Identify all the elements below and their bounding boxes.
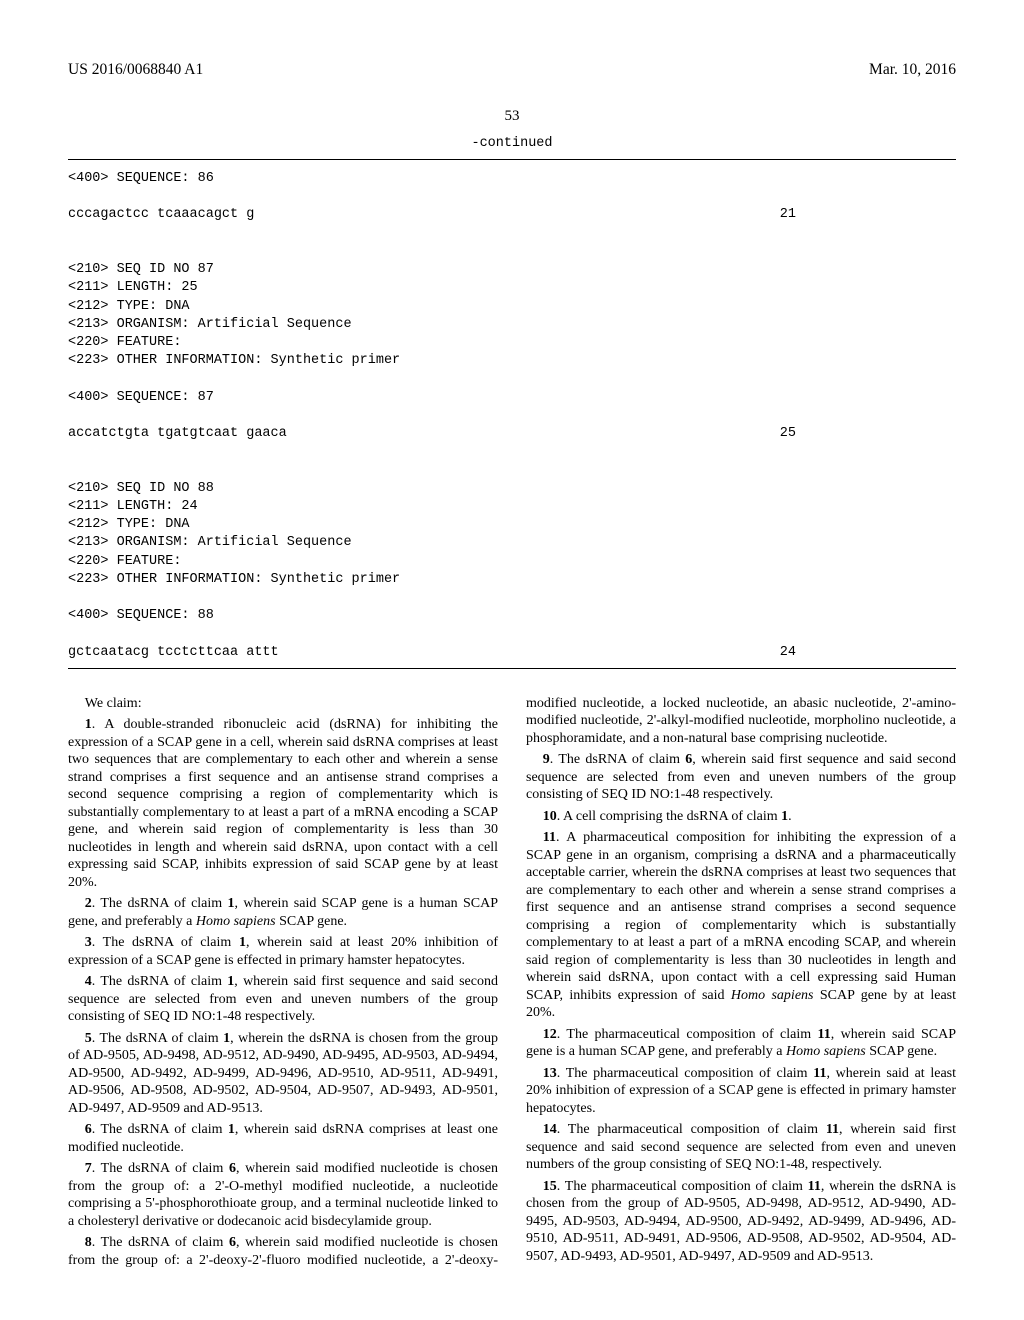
page-header: US 2016/0068840 A1 Mar. 10, 2016 bbox=[68, 60, 956, 79]
claim-13: 13. The pharmaceutical composition of cl… bbox=[526, 1065, 956, 1118]
sequence-listing: <400> SEQUENCE: 86 cccagactcc tcaaacagct… bbox=[68, 159, 956, 669]
claim-15: 15. The pharmaceutical composition of cl… bbox=[526, 1178, 956, 1266]
page-number: 53 bbox=[68, 107, 956, 126]
publication-number: US 2016/0068840 A1 bbox=[68, 60, 203, 79]
claim-14: 14. The pharmaceutical composition of cl… bbox=[526, 1121, 956, 1174]
claim-6: 6. The dsRNA of claim 1, wherein said ds… bbox=[68, 1121, 498, 1156]
claim-10: 10. A cell comprising the dsRNA of claim… bbox=[526, 808, 956, 826]
claim-2: 2. The dsRNA of claim 1, wherein said SC… bbox=[68, 895, 498, 930]
claim-1: 1. A double-stranded ribonucleic acid (d… bbox=[68, 716, 498, 891]
claim-7: 7. The dsRNA of claim 6, wherein said mo… bbox=[68, 1160, 498, 1230]
claim-11: 11. A pharmaceutical composition for inh… bbox=[526, 829, 956, 1022]
publication-date: Mar. 10, 2016 bbox=[869, 60, 956, 79]
claims-columns: We claim: 1. A double-stranded ribonucle… bbox=[68, 695, 956, 1270]
we-claim-heading: We claim: bbox=[68, 695, 498, 713]
claim-9: 9. The dsRNA of claim 6, wherein said fi… bbox=[526, 751, 956, 804]
claim-4: 4. The dsRNA of claim 1, wherein said fi… bbox=[68, 973, 498, 1026]
continued-label: -continued bbox=[68, 136, 956, 153]
claim-5: 5. The dsRNA of claim 1, wherein the dsR… bbox=[68, 1030, 498, 1118]
claim-12: 12. The pharmaceutical composition of cl… bbox=[526, 1026, 956, 1061]
claim-3: 3. The dsRNA of claim 1, wherein said at… bbox=[68, 934, 498, 969]
